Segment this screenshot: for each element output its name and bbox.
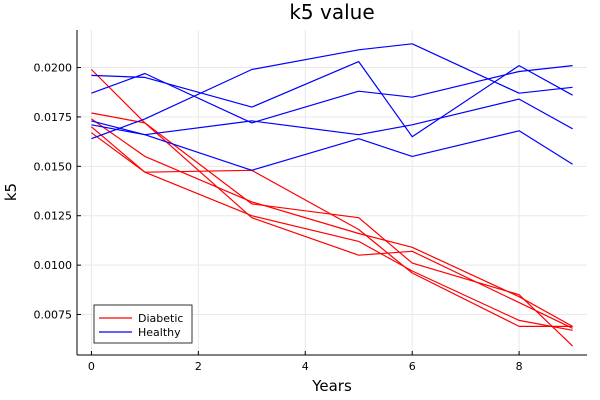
- y-tick-label: 0.0125: [34, 210, 73, 223]
- x-axis-label: Years: [311, 377, 352, 395]
- y-axis-label: k5: [2, 183, 20, 201]
- series-line-diabetic-4: [91, 126, 573, 331]
- legend: Diabetic Healthy: [93, 304, 193, 344]
- legend-label-healthy: Healthy: [138, 326, 181, 339]
- series-line-healthy-10: [91, 43, 573, 140]
- y-tick-label: 0.0150: [34, 160, 73, 173]
- legend-box: [93, 304, 193, 344]
- series-line-diabetic-3: [91, 118, 573, 327]
- x-tick-label: 2: [195, 360, 202, 373]
- series-lines: [90, 43, 574, 347]
- y-tick-label: 0.0100: [34, 259, 73, 272]
- y-tick-label: 0.0175: [34, 111, 73, 124]
- x-tick-label: 4: [302, 360, 309, 373]
- x-tick-label: 8: [516, 360, 523, 373]
- legend-label-diabetic: Diabetic: [138, 312, 183, 325]
- series-line-healthy-7: [91, 65, 573, 124]
- series-line-healthy-9: [91, 98, 573, 136]
- chart-title: k5 value: [289, 0, 374, 24]
- y-tick-label: 0.0200: [34, 62, 73, 75]
- x-tick-label: 0: [88, 360, 95, 373]
- x-tick-label: 6: [409, 360, 416, 373]
- series-line-healthy-6: [91, 60, 573, 138]
- y-tick-label: 0.0075: [34, 308, 73, 321]
- series-line-diabetic-5: [91, 132, 573, 327]
- axes: [76, 30, 587, 356]
- ticks: 0 2 4 6 8 0.0075 0.0100 0.0125 0.0150 0.0175 0.020…: [34, 62, 523, 373]
- series-line-diabetic-2: [91, 112, 573, 329]
- series-line-healthy-8: [91, 120, 573, 171]
